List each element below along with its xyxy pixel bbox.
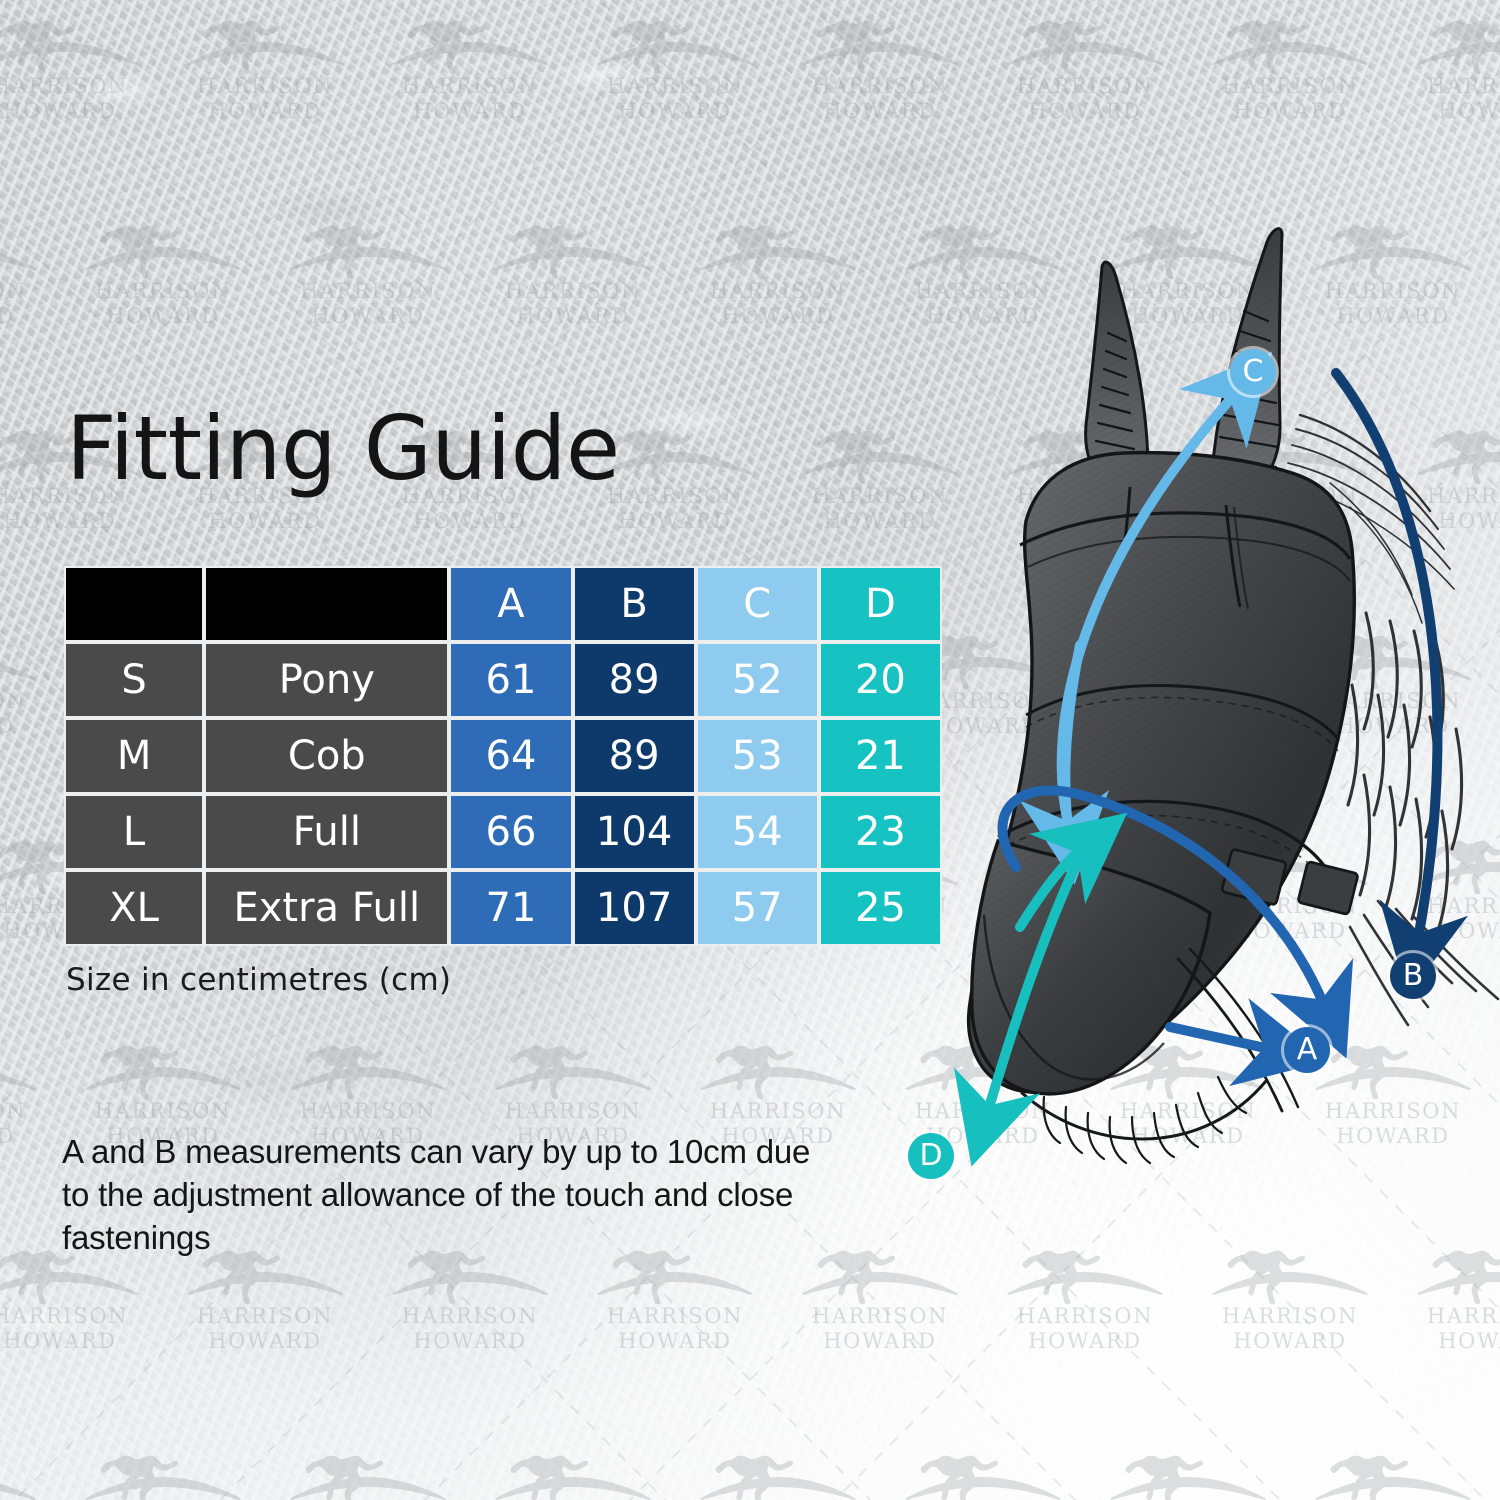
measurement-arrow-a-tail — [1165, 998, 1327, 1087]
header-blank-size — [64, 566, 205, 642]
cell-b: 89 — [572, 642, 696, 718]
cell-size: L — [64, 794, 205, 870]
cell-a: 64 — [449, 718, 573, 794]
table-header-row: A B C D — [64, 566, 942, 642]
cell-size: XL — [64, 870, 205, 946]
measurement-arrow-d-tail — [1015, 812, 1128, 932]
marker-a: A — [1284, 1027, 1330, 1073]
marker-d: D — [908, 1133, 954, 1179]
cell-c: 52 — [695, 642, 819, 718]
header-col-b: B — [572, 566, 696, 642]
measurement-arrow-a — [997, 785, 1354, 1059]
size-chart-table: A B C D S Pony 61 89 52 20 M Cob 64 89 5… — [64, 566, 942, 946]
velcro-tab-2 — [1297, 860, 1359, 916]
cell-c: 53 — [695, 718, 819, 794]
table-row: L Full 66 104 54 23 — [64, 794, 942, 870]
cell-d: 23 — [818, 794, 942, 870]
cell-b: 89 — [572, 718, 696, 794]
cell-a: 66 — [449, 794, 573, 870]
cell-name: Extra Full — [204, 870, 450, 946]
measurement-note: A and B measurements can vary by up to 1… — [62, 1131, 872, 1260]
marker-b: B — [1390, 953, 1436, 999]
note-line-3: fastenings — [62, 1218, 211, 1256]
cell-name: Pony — [204, 642, 450, 718]
header-blank-name — [204, 566, 450, 642]
cell-name: Full — [204, 794, 450, 870]
cell-d: 25 — [818, 870, 942, 946]
units-caption: Size in centimetres (cm) — [66, 962, 452, 998]
cell-b: 104 — [572, 794, 696, 870]
cell-d: 21 — [818, 718, 942, 794]
cell-size: M — [64, 718, 205, 794]
cell-b: 107 — [572, 870, 696, 946]
cell-size: S — [64, 642, 205, 718]
cell-c: 54 — [695, 794, 819, 870]
cell-a: 61 — [449, 642, 573, 718]
measurement-arrow-c-tail — [1019, 640, 1110, 885]
horse-head-illustration — [830, 215, 1500, 1175]
horse-left-ear — [1084, 260, 1150, 485]
table-row: XL Extra Full 71 107 57 25 — [64, 870, 942, 946]
header-col-a: A — [449, 566, 573, 642]
table-row: M Cob 64 89 53 21 — [64, 718, 942, 794]
table-row: S Pony 61 89 52 20 — [64, 642, 942, 718]
page-title: Fitting Guide — [66, 397, 620, 500]
cell-a: 71 — [449, 870, 573, 946]
note-line-1: A and B measurements can vary by up to 1… — [62, 1133, 811, 1170]
header-col-c: C — [695, 566, 819, 642]
marker-c: C — [1230, 349, 1276, 395]
cell-d: 20 — [818, 642, 942, 718]
measurement-arrow-b — [1331, 368, 1469, 997]
cell-c: 57 — [695, 870, 819, 946]
note-line-2: to the adjustment allowance of the touch… — [62, 1175, 794, 1213]
cell-name: Cob — [204, 718, 450, 794]
header-col-d: D — [818, 566, 942, 642]
